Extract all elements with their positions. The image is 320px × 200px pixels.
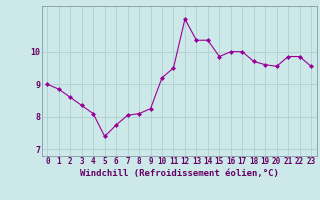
X-axis label: Windchill (Refroidissement éolien,°C): Windchill (Refroidissement éolien,°C) — [80, 169, 279, 178]
